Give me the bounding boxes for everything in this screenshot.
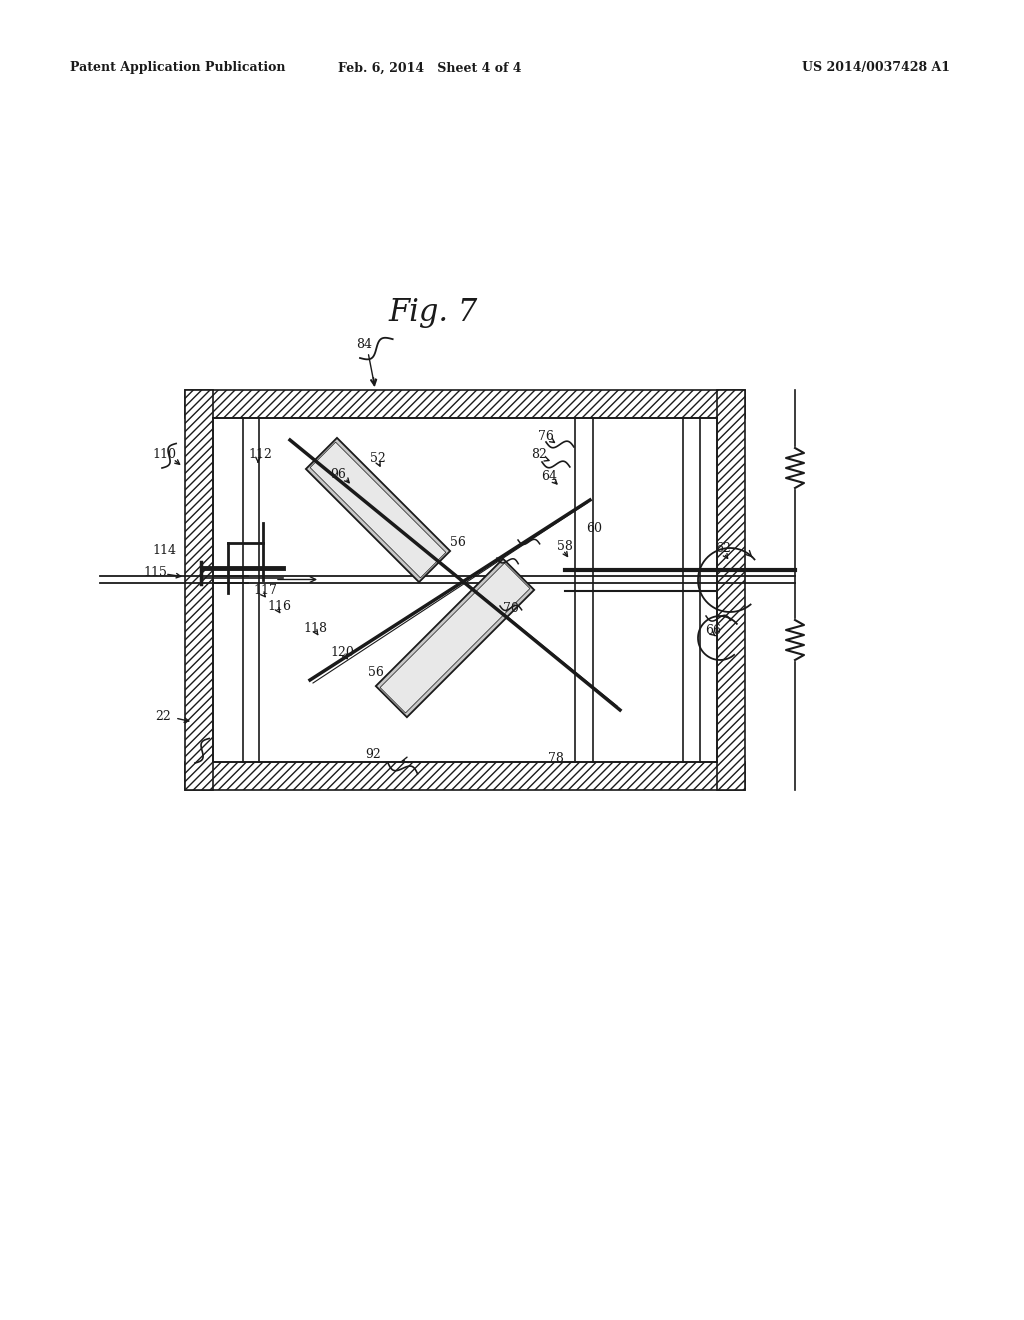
Text: 96: 96 xyxy=(330,467,346,480)
Bar xyxy=(185,389,745,418)
Text: Feb. 6, 2014   Sheet 4 of 4: Feb. 6, 2014 Sheet 4 of 4 xyxy=(338,62,522,74)
Text: 66: 66 xyxy=(705,623,721,636)
Text: 76: 76 xyxy=(538,429,554,442)
Text: 110: 110 xyxy=(152,449,176,462)
Text: 92: 92 xyxy=(365,747,381,760)
Text: 115: 115 xyxy=(143,565,167,578)
Text: 114: 114 xyxy=(152,544,176,557)
Text: 118: 118 xyxy=(303,622,327,635)
Text: 52: 52 xyxy=(370,451,386,465)
Text: 120: 120 xyxy=(330,645,354,659)
Text: 60: 60 xyxy=(586,521,602,535)
Text: 62: 62 xyxy=(715,541,731,554)
Polygon shape xyxy=(376,558,535,717)
Text: 116: 116 xyxy=(267,599,291,612)
Text: 58: 58 xyxy=(557,540,572,553)
Text: 70: 70 xyxy=(503,602,519,615)
Text: 56: 56 xyxy=(450,536,466,549)
Text: 82: 82 xyxy=(531,449,547,462)
Bar xyxy=(185,762,745,789)
Polygon shape xyxy=(380,564,530,713)
Text: 112: 112 xyxy=(248,449,272,462)
Bar xyxy=(717,389,745,789)
Text: 22: 22 xyxy=(155,710,171,722)
Text: 117: 117 xyxy=(253,583,276,597)
Text: 56: 56 xyxy=(368,665,384,678)
Polygon shape xyxy=(306,438,451,582)
Text: 78: 78 xyxy=(548,751,564,764)
Text: US 2014/0037428 A1: US 2014/0037428 A1 xyxy=(802,62,950,74)
Text: 84: 84 xyxy=(356,338,372,351)
Polygon shape xyxy=(310,442,445,578)
Text: Fig. 7: Fig. 7 xyxy=(388,297,477,327)
Bar xyxy=(185,389,213,789)
Text: 64: 64 xyxy=(541,470,557,483)
Text: Patent Application Publication: Patent Application Publication xyxy=(70,62,286,74)
